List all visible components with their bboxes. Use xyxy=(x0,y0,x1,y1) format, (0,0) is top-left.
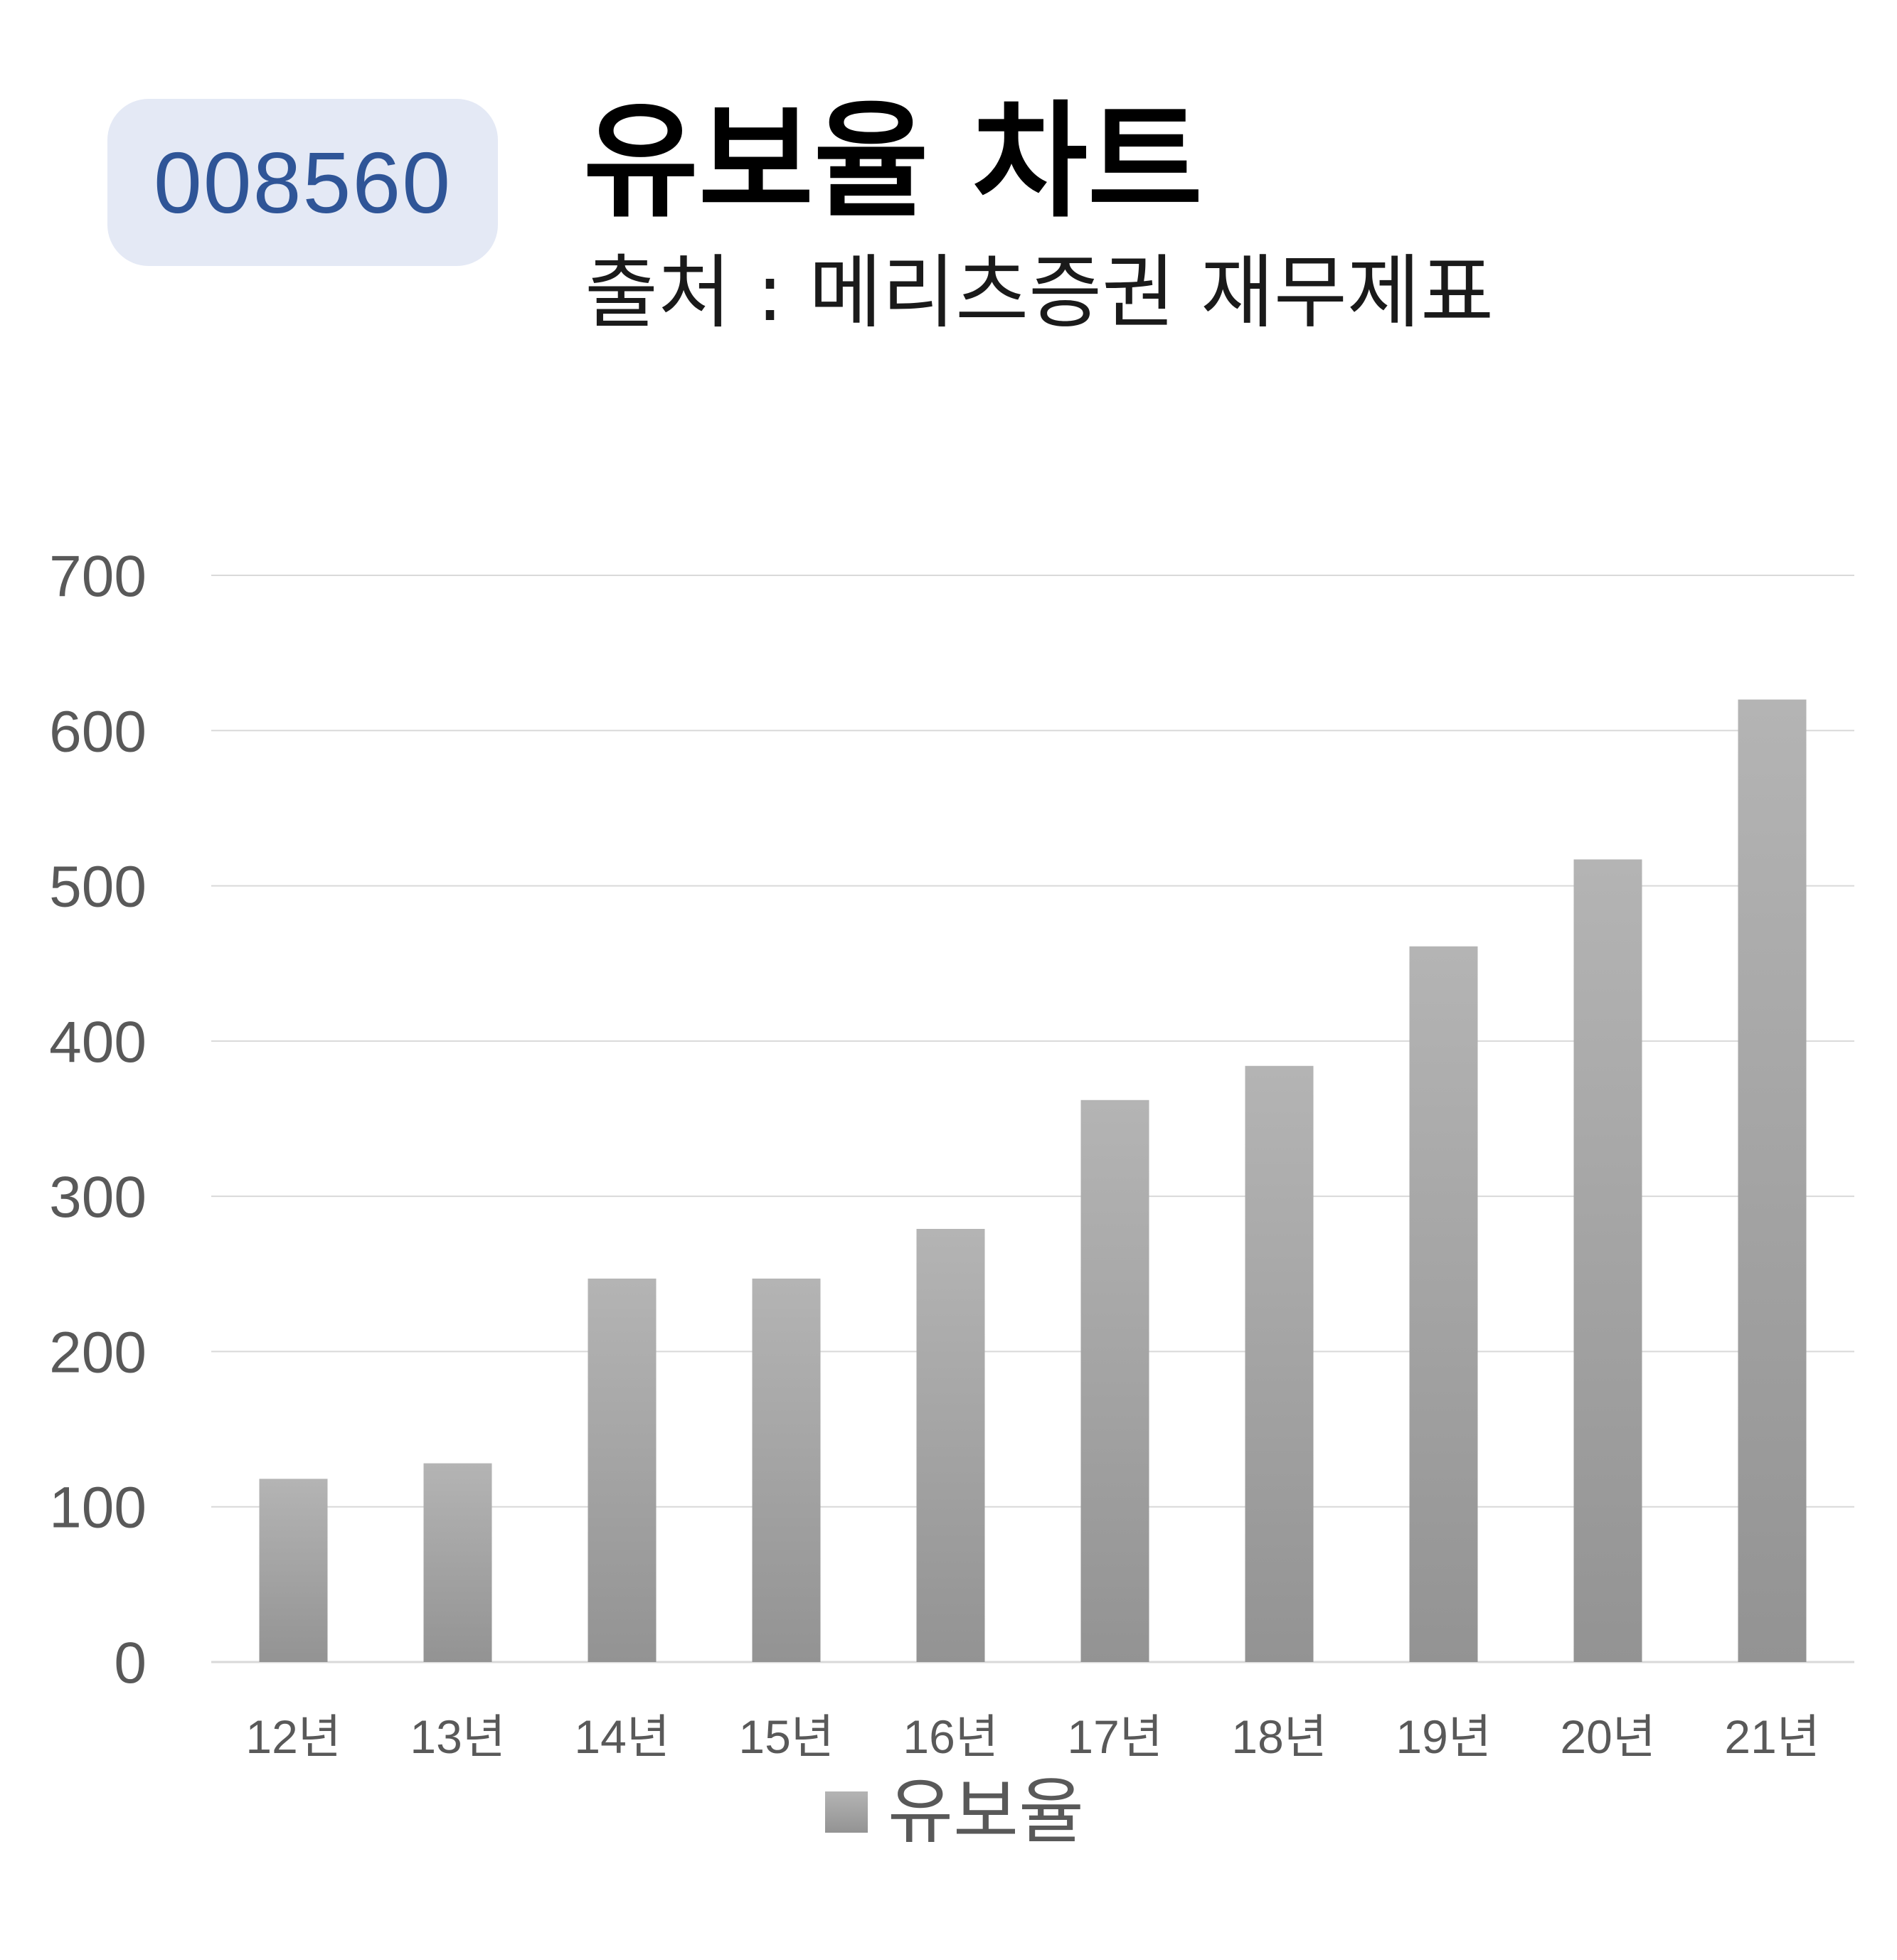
legend: 유보율 xyxy=(825,1777,1084,1848)
bar-15년 xyxy=(752,1278,821,1662)
bar-18년 xyxy=(1245,1065,1314,1662)
bar-19년 xyxy=(1409,946,1478,1662)
x-tick-label: 13년 xyxy=(410,1710,505,1763)
y-tick-label: 400 xyxy=(49,1010,147,1075)
bar-16년 xyxy=(916,1228,985,1662)
y-tick-label: 100 xyxy=(49,1476,147,1540)
chart-subtitle: 출처 : 메리츠증권 재무제표 xyxy=(585,247,1494,339)
x-tick-label: 15년 xyxy=(738,1710,834,1763)
x-tick-label: 20년 xyxy=(1560,1710,1655,1763)
x-tick-label: 14년 xyxy=(574,1710,669,1763)
y-tick-label: 600 xyxy=(49,699,147,764)
x-tick-label: 19년 xyxy=(1396,1710,1491,1763)
stock-code: 008560 xyxy=(153,134,452,231)
chart-title: 유보율 차트 xyxy=(583,89,1203,235)
bar-20년 xyxy=(1573,859,1642,1662)
y-tick-label: 0 xyxy=(114,1631,147,1695)
bar-13년 xyxy=(423,1463,492,1662)
y-tick-label: 300 xyxy=(49,1165,147,1230)
x-tick-label: 18년 xyxy=(1231,1710,1327,1763)
bar-21년 xyxy=(1738,699,1807,1662)
stock-code-badge: 008560 xyxy=(107,99,498,266)
y-axis-ticks: 0 100 200 300 400 500 600 700 xyxy=(49,544,147,1695)
x-tick-label: 16년 xyxy=(903,1710,998,1763)
bar-12년 xyxy=(259,1479,328,1662)
y-tick-label: 200 xyxy=(49,1320,147,1385)
bar-17년 xyxy=(1080,1099,1149,1662)
y-tick-label: 700 xyxy=(49,544,147,609)
y-tick-label: 500 xyxy=(49,855,147,920)
legend-swatch xyxy=(825,1791,868,1833)
x-tick-label: 21년 xyxy=(1724,1710,1819,1763)
x-tick-label: 17년 xyxy=(1067,1710,1162,1763)
x-axis-ticks: 12년 13년 14년 15년 16년 17년 18년 19년 20년 21년 xyxy=(245,1710,1819,1763)
bar-14년 xyxy=(588,1278,657,1662)
legend-label: 유보율 xyxy=(888,1770,1084,1853)
x-tick-label: 12년 xyxy=(245,1710,341,1763)
bars xyxy=(259,699,1807,1662)
